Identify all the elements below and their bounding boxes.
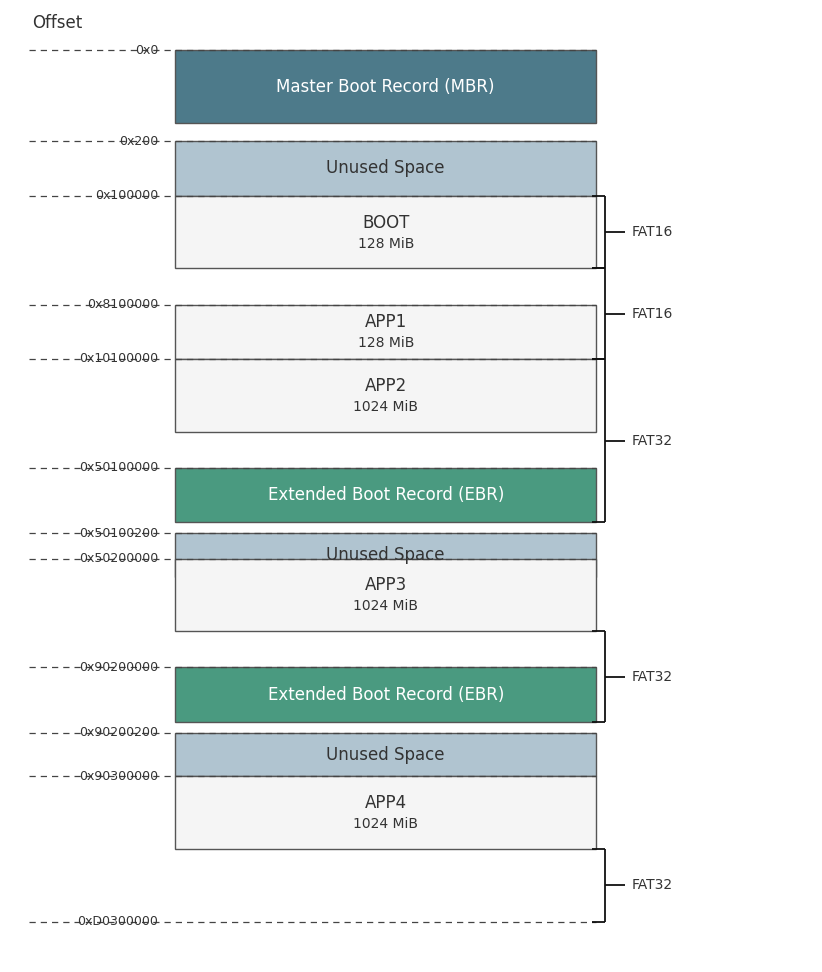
Text: 0x50100200: 0x50100200 [80, 527, 159, 539]
Bar [175, 141, 596, 195]
Text: FAT16: FAT16 [632, 225, 673, 239]
Text: Master Boot Record (MBR): Master Boot Record (MBR) [276, 78, 495, 96]
Text: 0xD0300000: 0xD0300000 [77, 915, 159, 928]
Text: 0x50100000: 0x50100000 [79, 462, 159, 474]
Text: 0x100000: 0x100000 [95, 190, 159, 202]
Text: 1024 MiB: 1024 MiB [353, 600, 418, 613]
Text: 0x10100000: 0x10100000 [80, 353, 159, 365]
Text: 0x8100000: 0x8100000 [87, 298, 159, 311]
Bar [175, 304, 596, 359]
Text: FAT32: FAT32 [632, 670, 673, 683]
Text: APP2: APP2 [365, 377, 407, 395]
Text: 1024 MiB: 1024 MiB [353, 399, 418, 414]
Text: BOOT: BOOT [362, 214, 409, 231]
Text: Unused Space: Unused Space [326, 546, 445, 564]
Text: 1024 MiB: 1024 MiB [353, 817, 418, 831]
Text: 128 MiB: 128 MiB [358, 336, 414, 350]
Text: 0x200: 0x200 [119, 135, 159, 148]
Text: 0x90300000: 0x90300000 [80, 770, 159, 782]
Text: 0x90200200: 0x90200200 [80, 726, 159, 740]
Text: FAT32: FAT32 [632, 879, 673, 892]
Bar [175, 51, 596, 123]
Bar [175, 468, 596, 522]
Bar [175, 668, 596, 722]
Text: Unused Space: Unused Space [326, 159, 445, 178]
Bar [175, 733, 596, 777]
Text: FAT32: FAT32 [632, 434, 673, 448]
Text: 0x50200000: 0x50200000 [79, 552, 159, 565]
Text: Extended Boot Record (EBR): Extended Boot Record (EBR) [267, 486, 504, 504]
Bar [175, 195, 596, 268]
Text: FAT16: FAT16 [632, 306, 673, 321]
Text: Offset: Offset [31, 14, 82, 32]
Bar [175, 559, 596, 631]
Text: APP1: APP1 [365, 313, 407, 331]
Text: 0x90200000: 0x90200000 [80, 661, 159, 674]
Text: 128 MiB: 128 MiB [358, 236, 414, 251]
Text: Extended Boot Record (EBR): Extended Boot Record (EBR) [267, 685, 504, 704]
Bar [175, 359, 596, 432]
Bar [175, 534, 596, 576]
Bar [175, 777, 596, 849]
Text: APP3: APP3 [365, 576, 407, 595]
Text: Unused Space: Unused Space [326, 746, 445, 764]
Text: APP4: APP4 [365, 794, 407, 813]
Text: 0x0: 0x0 [135, 44, 159, 57]
